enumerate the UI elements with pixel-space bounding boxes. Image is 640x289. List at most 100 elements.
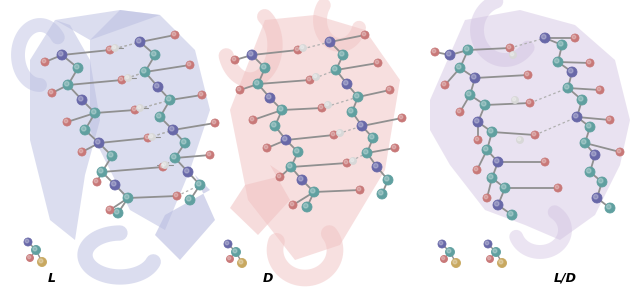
Circle shape — [95, 140, 100, 144]
Circle shape — [572, 112, 582, 122]
Circle shape — [239, 260, 243, 264]
Circle shape — [77, 95, 87, 105]
Circle shape — [353, 92, 363, 102]
Circle shape — [559, 42, 563, 46]
Circle shape — [502, 184, 506, 189]
Circle shape — [140, 67, 150, 77]
Circle shape — [572, 35, 576, 39]
Circle shape — [63, 80, 73, 90]
Circle shape — [447, 249, 451, 253]
Circle shape — [92, 110, 96, 114]
Circle shape — [186, 197, 191, 201]
Circle shape — [344, 160, 348, 164]
Circle shape — [94, 179, 98, 183]
Circle shape — [135, 37, 145, 47]
Circle shape — [588, 60, 591, 64]
Circle shape — [287, 164, 292, 168]
Circle shape — [159, 163, 167, 171]
Circle shape — [463, 45, 473, 55]
Circle shape — [472, 75, 476, 79]
Circle shape — [527, 100, 531, 104]
Circle shape — [250, 117, 254, 121]
Circle shape — [310, 188, 315, 193]
Circle shape — [94, 138, 104, 148]
Circle shape — [115, 210, 119, 214]
Circle shape — [531, 131, 539, 139]
Circle shape — [277, 105, 287, 115]
Circle shape — [605, 203, 615, 213]
Circle shape — [487, 173, 497, 183]
Circle shape — [232, 57, 236, 61]
Circle shape — [541, 34, 546, 39]
Circle shape — [585, 122, 595, 132]
Circle shape — [136, 105, 143, 112]
Circle shape — [73, 63, 83, 73]
Circle shape — [598, 179, 603, 183]
Circle shape — [106, 206, 114, 214]
Circle shape — [386, 86, 394, 94]
Circle shape — [168, 125, 178, 135]
Circle shape — [318, 104, 326, 112]
Circle shape — [375, 60, 379, 64]
Circle shape — [237, 258, 246, 268]
Polygon shape — [90, 10, 210, 230]
Circle shape — [271, 123, 276, 127]
Circle shape — [41, 58, 49, 66]
Circle shape — [387, 87, 391, 91]
Circle shape — [475, 137, 479, 141]
Circle shape — [590, 150, 600, 160]
Circle shape — [484, 195, 488, 199]
Circle shape — [333, 66, 337, 71]
Circle shape — [457, 109, 461, 113]
Circle shape — [470, 73, 480, 83]
Circle shape — [145, 135, 149, 139]
Circle shape — [33, 247, 37, 251]
Circle shape — [337, 129, 344, 136]
Circle shape — [303, 203, 308, 208]
Circle shape — [573, 114, 578, 118]
Circle shape — [493, 249, 497, 253]
Circle shape — [309, 187, 319, 197]
Circle shape — [349, 108, 353, 113]
Circle shape — [474, 167, 478, 171]
Circle shape — [455, 63, 465, 73]
Circle shape — [39, 259, 43, 263]
Circle shape — [567, 67, 577, 77]
Circle shape — [351, 159, 354, 162]
Circle shape — [509, 51, 516, 58]
Circle shape — [483, 194, 491, 202]
Circle shape — [372, 162, 382, 172]
Circle shape — [141, 68, 146, 73]
Circle shape — [442, 82, 446, 86]
Circle shape — [355, 94, 359, 98]
Circle shape — [307, 77, 311, 81]
Circle shape — [109, 153, 113, 157]
Circle shape — [368, 133, 378, 143]
Circle shape — [113, 46, 116, 49]
Circle shape — [511, 53, 514, 56]
Circle shape — [507, 210, 517, 220]
Circle shape — [150, 135, 153, 138]
Circle shape — [294, 149, 299, 153]
Circle shape — [185, 195, 195, 205]
Circle shape — [262, 64, 266, 69]
Circle shape — [580, 138, 590, 148]
Circle shape — [364, 149, 368, 154]
Circle shape — [465, 90, 475, 100]
Circle shape — [326, 103, 329, 106]
Circle shape — [187, 62, 191, 66]
Circle shape — [451, 258, 461, 268]
Circle shape — [500, 183, 510, 193]
Circle shape — [385, 177, 389, 181]
Circle shape — [123, 193, 133, 203]
Polygon shape — [30, 20, 100, 240]
Circle shape — [260, 63, 270, 73]
Circle shape — [48, 89, 56, 97]
Circle shape — [526, 99, 534, 107]
Circle shape — [206, 151, 214, 159]
Circle shape — [110, 180, 120, 190]
Circle shape — [270, 121, 280, 131]
Circle shape — [593, 194, 598, 199]
Circle shape — [298, 177, 303, 181]
Circle shape — [183, 167, 193, 177]
